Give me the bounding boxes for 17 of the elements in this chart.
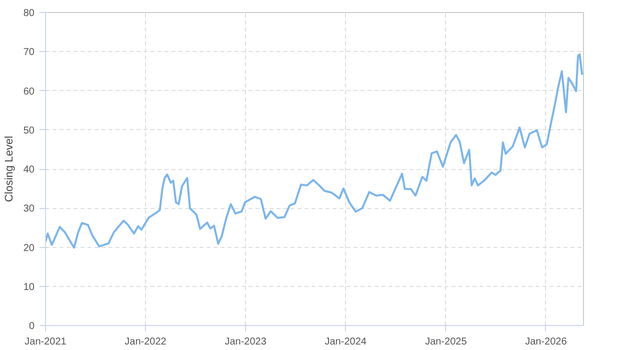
y-tick-label: 80 — [23, 8, 35, 19]
y-tick-label: 70 — [23, 47, 35, 58]
x-tick-label: Jan-2025 — [425, 336, 468, 348]
x-tick-label: Jan-2023 — [224, 336, 267, 348]
x-tick-label: Jan-2021 — [24, 336, 67, 348]
x-tick-label: Jan-2024 — [324, 336, 367, 348]
y-tick-label: 50 — [23, 125, 35, 136]
y-tick-label: 0 — [28, 321, 35, 332]
line-series — [46, 53, 584, 249]
y-tick-label: 40 — [23, 164, 35, 176]
x-tick-label: Jan-2022 — [124, 336, 167, 348]
x-tick-label: Jan-2026 — [525, 336, 568, 348]
y-tick-label: 10 — [23, 282, 35, 293]
y-tick-label: 60 — [23, 86, 35, 98]
y-tick-label: 20 — [23, 242, 35, 254]
y-tick-label: 30 — [23, 204, 35, 215]
y-axis-title: Closing Level — [3, 136, 16, 202]
